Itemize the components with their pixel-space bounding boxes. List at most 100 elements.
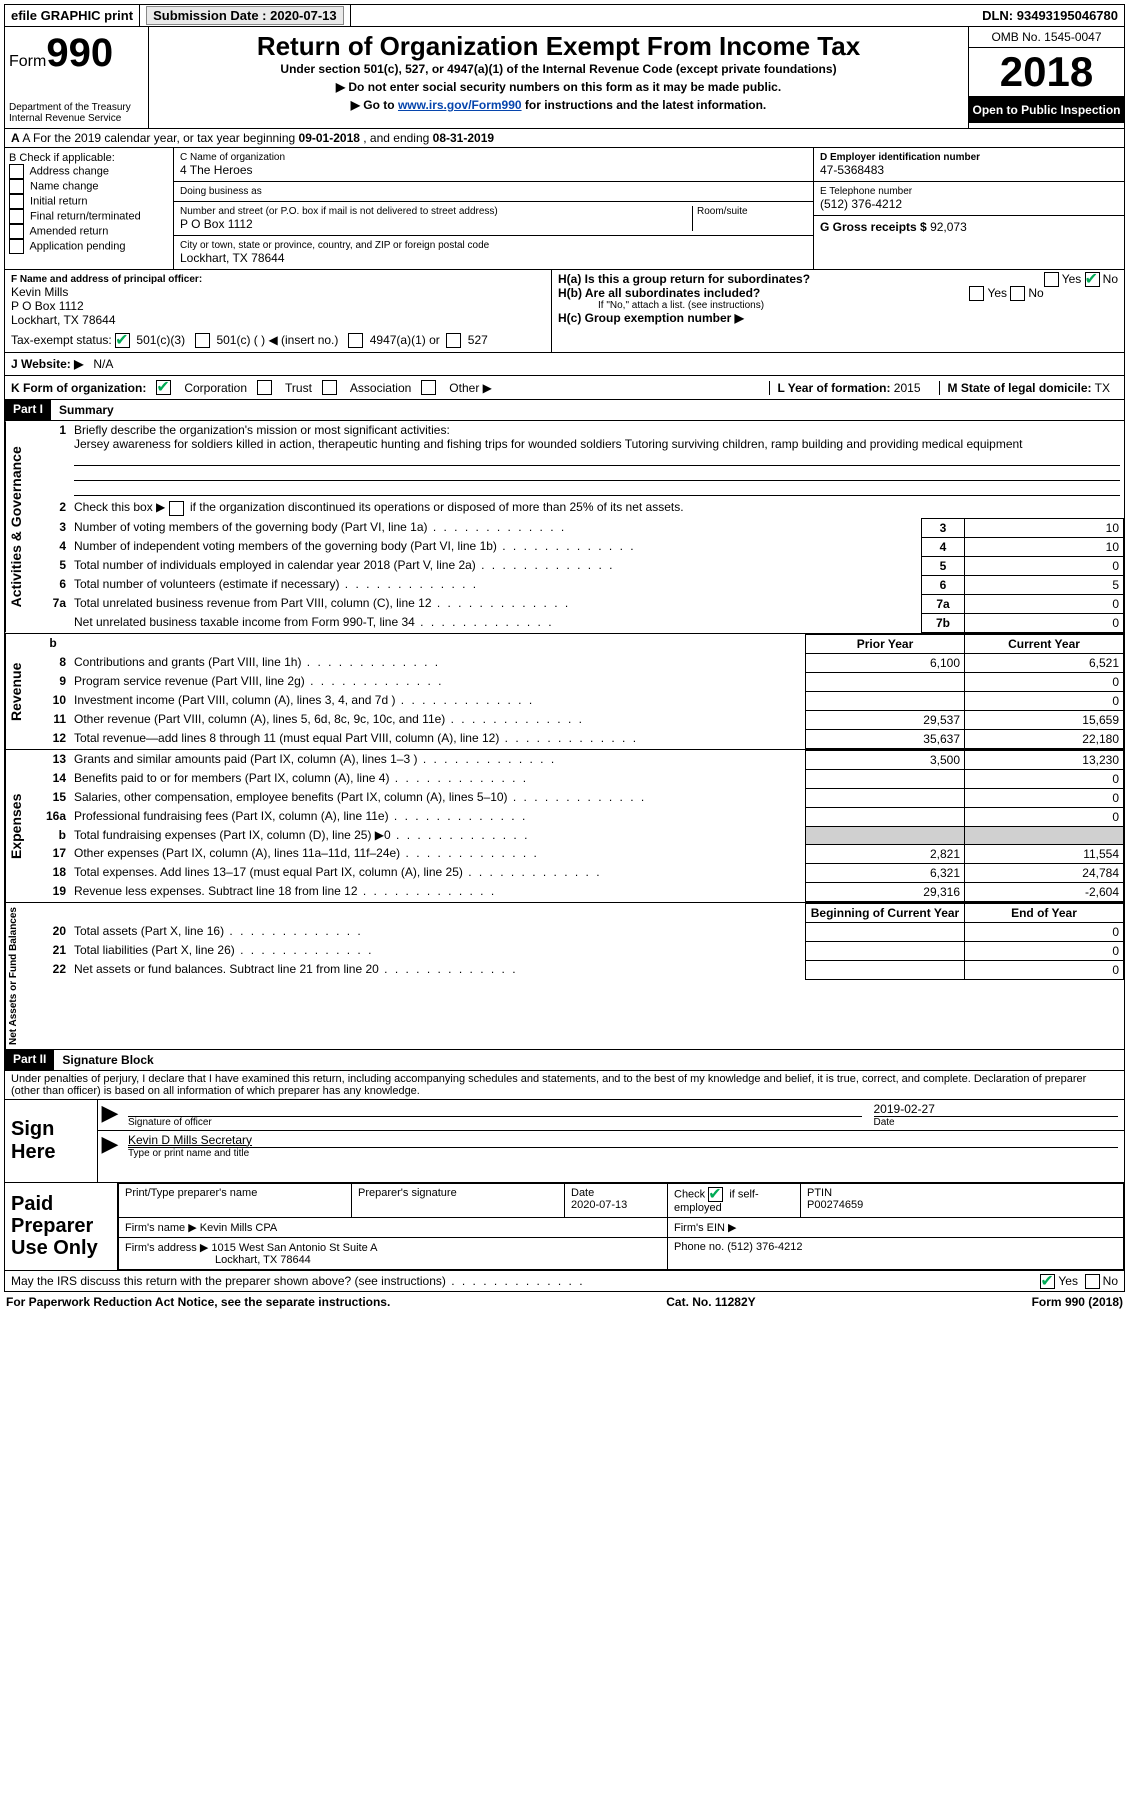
chk-4947[interactable] <box>348 333 363 348</box>
arrow-icon: ▶ <box>98 1100 122 1130</box>
discuss-no[interactable] <box>1085 1274 1100 1289</box>
chk-discontinued[interactable] <box>169 501 184 516</box>
firm-phone: (512) 376-4212 <box>727 1241 802 1253</box>
h-b: H(b) Are all subordinates included? Yes … <box>558 286 1118 300</box>
domicile: TX <box>1095 381 1110 395</box>
b-option: Initial return <box>9 194 169 209</box>
form-number: Form990 <box>9 31 144 76</box>
h-a: H(a) Is this a group return for subordin… <box>558 272 1118 286</box>
irs-label: Internal Revenue Service <box>9 113 144 124</box>
name-title-label: Type or print name and title <box>128 1147 1118 1159</box>
submission-date-button[interactable]: Submission Date : 2020-07-13 <box>146 6 344 25</box>
firm-ein-label: Firm's EIN ▶ <box>668 1217 1124 1237</box>
discuss-row: May the IRS discuss this return with the… <box>4 1271 1125 1292</box>
table-row: 16aProfessional fundraising fees (Part I… <box>36 807 1124 826</box>
h-c: H(c) Group exemption number ▶ <box>558 311 1118 325</box>
firm-addr2: Lockhart, TX 78644 <box>125 1254 311 1266</box>
table-row: 19Revenue less expenses. Subtract line 1… <box>36 882 1124 901</box>
part2-header: Part II Signature Block <box>4 1050 1125 1071</box>
officer-addr1: P O Box 1112 <box>11 299 545 313</box>
d-label: D Employer identification number <box>820 152 1118 163</box>
officer-signature-name: Kevin D Mills Secretary <box>128 1133 1118 1147</box>
section-activities: Activities & Governance 1 Briefly descri… <box>4 421 1125 633</box>
chk-b-option[interactable] <box>9 164 24 179</box>
dept-label: Department of the Treasury <box>9 102 144 113</box>
chk-b-option[interactable] <box>9 224 24 239</box>
tax-year: 2018 <box>969 47 1124 97</box>
officer-name: Kevin Mills <box>11 285 545 299</box>
table-row: 7aTotal unrelated business revenue from … <box>36 594 1124 613</box>
prep-date: 2020-07-13 <box>571 1199 627 1211</box>
chk-501c[interactable] <box>195 333 210 348</box>
efile-label: efile GRAPHIC print <box>5 5 140 26</box>
chk-corp[interactable] <box>156 380 171 395</box>
b-option: Application pending <box>9 239 169 254</box>
section-expenses: Expenses 13Grants and similar amounts pa… <box>4 750 1125 903</box>
room-label: Room/suite <box>692 206 807 231</box>
entity-block: B Check if applicable: Address change Na… <box>4 148 1125 270</box>
firm-name: Kevin Mills CPA <box>200 1222 277 1234</box>
side-netassets: Net Assets or Fund Balances <box>5 903 36 1049</box>
table-row: 14Benefits paid to or for members (Part … <box>36 769 1124 788</box>
officer-addr2: Lockhart, TX 78644 <box>11 313 545 327</box>
prep-sig-hdr: Preparer's signature <box>352 1183 565 1217</box>
b-option: Name change <box>9 179 169 194</box>
table-row: 21Total liabilities (Part X, line 26)0 <box>36 941 1124 960</box>
year-formation: 2015 <box>894 381 921 395</box>
table-row: 18Total expenses. Add lines 13–17 (must … <box>36 863 1124 882</box>
table-row: 15Salaries, other compensation, employee… <box>36 788 1124 807</box>
table-row: 20Total assets (Part X, line 16)0 <box>36 922 1124 941</box>
chk-trust[interactable] <box>257 380 272 395</box>
bcy-hdr: Beginning of Current Year <box>806 903 965 922</box>
row-a: A A For the 2019 calendar year, or tax y… <box>4 129 1125 148</box>
phone: (512) 376-4212 <box>820 197 1118 211</box>
footer-cat: Cat. No. 11282Y <box>666 1295 755 1309</box>
table-row: 4Number of independent voting members of… <box>36 537 1124 556</box>
section-netassets: Net Assets or Fund Balances Beginning of… <box>4 903 1125 1050</box>
discuss-yes[interactable] <box>1040 1274 1055 1289</box>
prior-year-hdr: Prior Year <box>806 634 965 653</box>
ha-no[interactable] <box>1085 272 1100 287</box>
city-label: City or town, state or province, country… <box>180 240 807 251</box>
chk-b-option[interactable] <box>9 209 24 224</box>
chk-assoc[interactable] <box>322 380 337 395</box>
chk-other[interactable] <box>421 380 436 395</box>
mission-text: Jersey awareness for soldiers killed in … <box>74 437 1023 451</box>
col-b: B Check if applicable: Address change Na… <box>5 148 174 269</box>
e-label: E Telephone number <box>820 186 1118 197</box>
table-row: 22Net assets or fund balances. Subtract … <box>36 960 1124 979</box>
chk-b-option[interactable] <box>9 239 24 254</box>
side-revenue: Revenue <box>5 634 36 749</box>
part1-header: Part I Summary <box>4 400 1125 421</box>
row-klm: K Form of organization: Corporation Trus… <box>4 376 1125 400</box>
table-row: bTotal fundraising expenses (Part IX, co… <box>36 826 1124 844</box>
addr-label: Number and street (or P.O. box if mail i… <box>180 206 692 217</box>
chk-501c3[interactable] <box>115 333 130 348</box>
footer: For Paperwork Reduction Act Notice, see … <box>4 1292 1125 1312</box>
b-option: Final return/terminated <box>9 209 169 224</box>
chk-b-option[interactable] <box>9 194 24 209</box>
ha-yes[interactable] <box>1044 272 1059 287</box>
chk-527[interactable] <box>446 333 461 348</box>
prep-name-hdr: Print/Type preparer's name <box>119 1183 352 1217</box>
chk-self-employed[interactable] <box>708 1187 723 1202</box>
b-option: Address change <box>9 164 169 179</box>
chk-b-option[interactable] <box>9 179 24 194</box>
sign-date: 2019-02-27 <box>874 1102 1119 1116</box>
hb-no[interactable] <box>1010 286 1025 301</box>
top-bar: efile GRAPHIC print Submission Date : 20… <box>4 4 1125 27</box>
form990-link[interactable]: www.irs.gov/Form990 <box>398 98 522 112</box>
f-label: F Name and address of principal officer: <box>11 274 545 285</box>
dba-label: Doing business as <box>180 186 807 197</box>
table-row: 3Number of voting members of the governi… <box>36 518 1124 537</box>
firm-addr1: 1015 West San Antonio St Suite A <box>211 1242 377 1254</box>
row-fh: F Name and address of principal officer:… <box>4 270 1125 353</box>
b-options: Address change Name change Initial retur… <box>9 164 169 254</box>
date-label: Date <box>874 1116 1119 1128</box>
gross-receipts: 92,073 <box>930 220 967 234</box>
dln-cell: DLN: 93493195046780 <box>976 5 1124 26</box>
subtitle-2: ▶ Do not enter social security numbers o… <box>157 80 960 94</box>
l2: Check this box ▶ if the organization dis… <box>70 498 1124 517</box>
current-year-hdr: Current Year <box>965 634 1124 653</box>
hb-yes[interactable] <box>969 286 984 301</box>
